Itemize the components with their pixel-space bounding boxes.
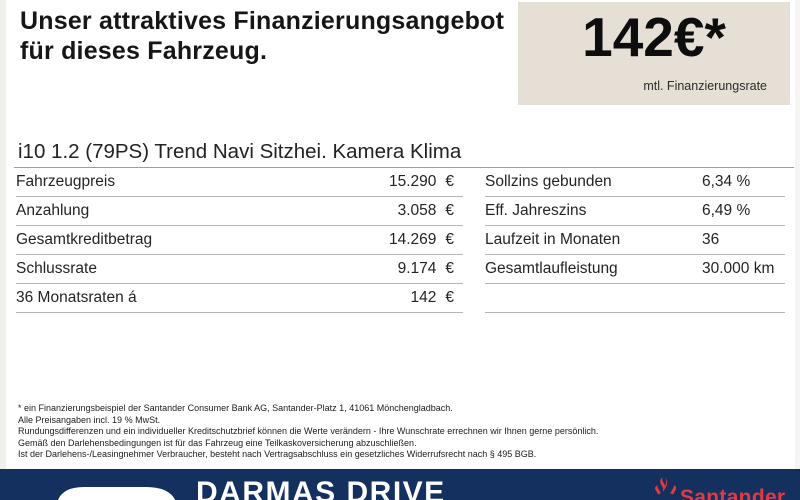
row-value-group: 15.290 €: [389, 173, 463, 191]
row-label: Gesamtlaufleistung: [485, 260, 618, 277]
row-label: Schlussrate: [16, 260, 97, 277]
table-row: Eff. Jahreszins 6,49 %: [485, 197, 785, 226]
row-value: 3.058: [397, 202, 437, 219]
table-row: 36 Monatsraten á 142 €: [16, 284, 463, 313]
disclaimer: * ein Finanzierungsbeispiel der Santande…: [18, 403, 598, 461]
row-value-group: 142 €: [411, 289, 464, 307]
row-label: Fahrzeugpreis: [16, 173, 116, 190]
finance-table-right: Sollzins gebunden 6,34 % Eff. Jahreszins…: [485, 168, 785, 313]
row-value-group: 14.269 €: [389, 231, 463, 249]
monthly-rate-value: 142€*: [582, 6, 726, 68]
disclaimer-line: Rundungsdifferenzen und ein individuelle…: [18, 426, 599, 437]
row-unit: €: [445, 202, 454, 219]
offer-title-line2: für dieses Fahrzeug.: [20, 37, 268, 65]
page-edge-left: [0, 0, 6, 469]
row-unit: €: [445, 173, 454, 190]
row-value: 30.000 km: [702, 260, 775, 277]
table-row: Gesamtlaufleistung 30.000 km: [485, 255, 785, 284]
table-row: Anzahlung 3.058 €: [16, 197, 463, 226]
disclaimer-line: Ist der Darlehens-/Leasingnehmer Verbrau…: [18, 449, 537, 460]
row-label: Sollzins gebunden: [485, 173, 612, 190]
vehicle-title: i10 1.2 (79PS) Trend Navi Sitzhei. Kamer…: [14, 141, 794, 168]
row-label: Anzahlung: [16, 202, 90, 219]
row-value-group: 9.174 €: [398, 260, 463, 278]
row-value: 6,49 %: [702, 202, 751, 219]
row-value: 15.290: [388, 173, 437, 190]
footer-banner: DARMAS DRIVE Santander: [0, 469, 800, 500]
table-row: Gesamtkreditbetrag 14.269 €: [16, 226, 463, 255]
row-value: 14.269: [388, 231, 437, 248]
row-unit: €: [445, 231, 454, 248]
row-value: 36: [702, 231, 720, 248]
disclaimer-line: Alle Preisangaben incl. 19 % MwSt.: [18, 414, 161, 425]
table-row: Fahrzeugpreis 15.290 €: [16, 168, 463, 197]
table-row: Schlussrate 9.174 €: [16, 255, 463, 284]
monthly-rate-box: 142€* mtl. Finanzierungsrate: [518, 2, 790, 105]
row-label: Laufzeit in Monaten: [485, 231, 621, 248]
row-unit: €: [445, 260, 454, 277]
santander-flame-icon: [654, 477, 678, 500]
offer-title-line1: Unser attraktives Finanzierungsangebot: [20, 7, 505, 35]
row-label: Gesamtkreditbetrag: [16, 231, 153, 248]
table-row-empty: [485, 284, 785, 313]
disclaimer-line: * ein Finanzierungsbeispiel der Santande…: [18, 403, 453, 413]
table-row: Laufzeit in Monaten 36: [485, 226, 785, 255]
page-edge-right: [795, 0, 800, 469]
dealer-logo-icon: [52, 479, 182, 500]
row-label: 36 Monatsraten á: [16, 289, 137, 306]
santander-wordmark: Santander: [680, 486, 786, 500]
finance-table-left: Fahrzeugpreis 15.290 € Anzahlung 3.058 €…: [16, 168, 463, 313]
disclaimer-line: Gemäß den Darlehensbedingungen ist für d…: [18, 437, 417, 448]
row-value: 142: [410, 289, 437, 306]
row-unit: €: [445, 289, 454, 306]
row-value: 9.174: [397, 260, 437, 277]
row-label: Eff. Jahreszins: [485, 202, 587, 219]
row-value-group: 3.058 €: [398, 202, 463, 220]
table-row: Sollzins gebunden 6,34 %: [485, 168, 785, 197]
row-value: 6,34 %: [702, 173, 751, 190]
offer-title: Unser attraktives Finanzierungsangebot f…: [20, 6, 504, 66]
monthly-rate-caption: mtl. Finanzierungsrate: [643, 79, 767, 93]
dealer-name: DARMAS DRIVE: [196, 476, 446, 500]
